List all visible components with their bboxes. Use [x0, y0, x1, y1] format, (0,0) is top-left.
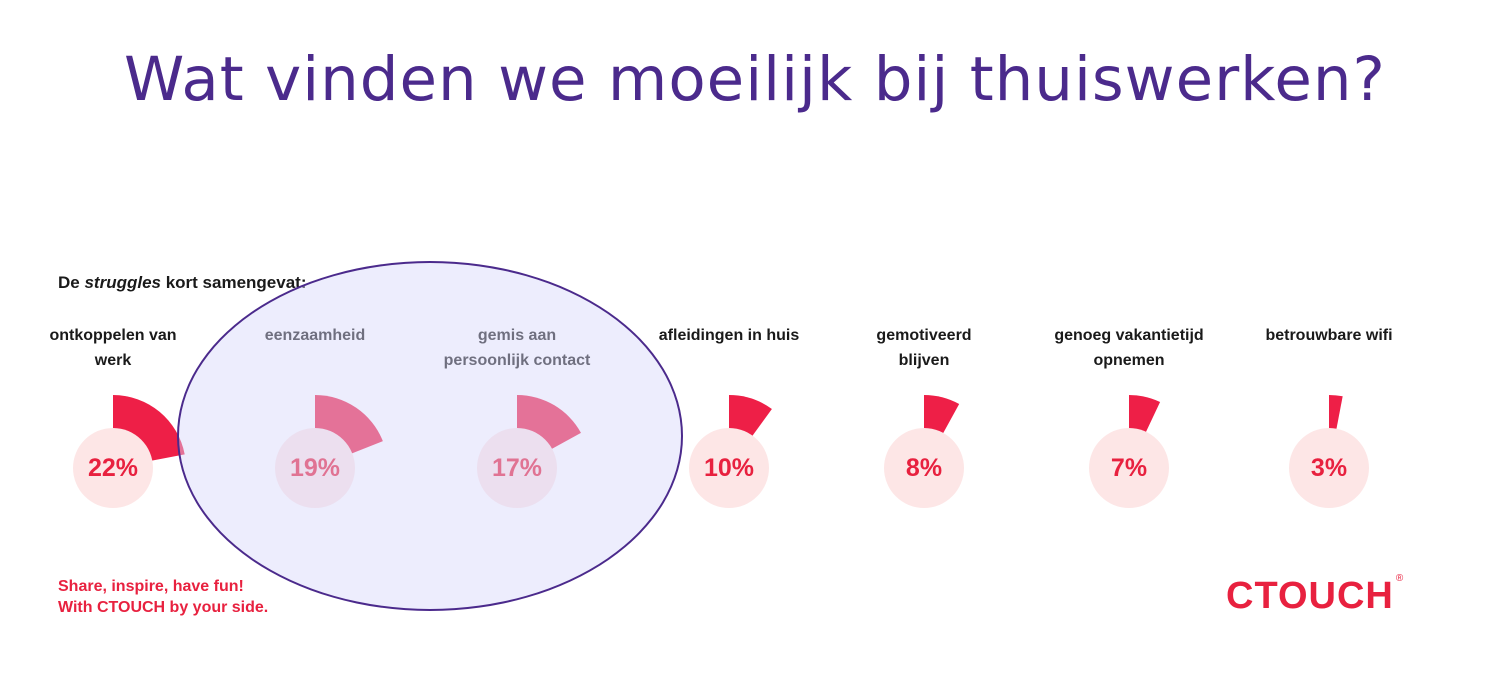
category-label-ontkoppelen-van-werk: ontkoppelen van werk [3, 323, 223, 373]
subtitle-emphasis: struggles [84, 273, 161, 292]
category-label-line: ontkoppelen van [49, 327, 177, 344]
subtitle-post: kort samengevat: [161, 273, 307, 292]
category-label-line: genoeg vakantietijd [1054, 327, 1204, 344]
category-label-line: opnemen [1093, 352, 1165, 369]
percent-label-afleidingen-in-huis: 10% [703, 454, 755, 482]
category-label-line: werk [94, 352, 132, 369]
category-label-afleidingen-in-huis: afleidingen in huis [619, 323, 839, 348]
percent-label-betrouwbare-wifi: 3% [1310, 454, 1348, 482]
category-label-line: gemotiveerd [876, 327, 972, 344]
slide-title: Wat vinden we moeilijk bij thuiswerken? [124, 44, 1386, 115]
category-label-line: afleidingen in huis [658, 327, 800, 344]
category-label-line: betrouwbare wifi [1265, 327, 1393, 344]
percent-label-ontkoppelen-van-werk: 22% [87, 454, 139, 482]
ctouch-logo: CTOUCH ® [1226, 573, 1405, 618]
category-label-genoeg-vakantietijd-opnemen: genoeg vakantietijd opnemen [1019, 323, 1239, 373]
category-label-gemotiveerd-blijven: gemotiveerd blijven [814, 323, 1034, 373]
value-disc-genoeg-vakantietijd-opnemen [1089, 428, 1169, 508]
value-disc-gemotiveerd-blijven [884, 428, 964, 508]
value-disc-afleidingen-in-huis [689, 428, 769, 508]
value-disc-ontkoppelen-van-werk [73, 428, 153, 508]
tagline-line-1: Share, inspire, have fun! [58, 578, 244, 595]
percent-label-gemotiveerd-blijven: 8% [905, 454, 943, 482]
registered-mark: ® [1395, 573, 1405, 584]
tagline: Share, inspire, have fun! With CTOUCH by… [58, 576, 268, 618]
category-label-line: blijven [898, 352, 950, 369]
tagline-line-2: With CTOUCH by your side. [58, 599, 269, 616]
category-label-betrouwbare-wifi: betrouwbare wifi [1219, 323, 1439, 348]
percent-label-genoeg-vakantietijd-opnemen: 7% [1110, 454, 1148, 482]
chart-subtitle: De struggles kort samengevat: [58, 273, 307, 293]
highlight-ellipse [177, 261, 683, 611]
logo-text: CTOUCH [1226, 575, 1394, 617]
subtitle-pre: De [58, 273, 85, 292]
value-disc-betrouwbare-wifi [1289, 428, 1369, 508]
